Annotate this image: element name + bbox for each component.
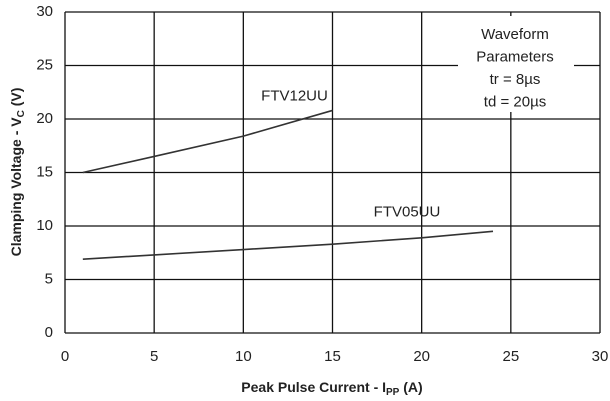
y-tick-label: 20 — [36, 110, 53, 127]
series-line — [82, 230, 494, 260]
y-label-main: Clamping Voltage - V — [8, 117, 24, 257]
y-label-unit: (V) — [8, 88, 24, 111]
y-tick-label: 25 — [36, 56, 53, 73]
y-tick-label: 5 — [45, 270, 53, 287]
x-tick-label: 15 — [324, 348, 341, 365]
x-label-unit: (A) — [399, 379, 422, 395]
y-tick-label: 30 — [36, 3, 53, 20]
series-label: FTV12UU — [261, 87, 328, 104]
annotation-text: td = 20µs — [484, 93, 546, 110]
x-tick-label: 20 — [413, 348, 430, 365]
y-tick-label: 0 — [45, 324, 53, 341]
annotation-text: tr = 8µs — [490, 71, 541, 88]
x-tick-label: 0 — [61, 348, 69, 365]
y-tick-label: 10 — [36, 217, 53, 234]
y-tick-label: 15 — [36, 163, 53, 180]
x-tick-label: 10 — [235, 348, 252, 365]
annotation-box — [458, 16, 574, 112]
annotation-text: Waveform — [481, 26, 549, 43]
x-tick-label: 30 — [592, 348, 609, 365]
x-label-main: Peak Pulse Current - I — [241, 379, 386, 395]
x-tick-label: 5 — [150, 348, 158, 365]
x-label-sub: PP — [386, 387, 400, 398]
y-label-sub: C — [16, 110, 27, 117]
y-axis-label: Clamping Voltage - VC (V) — [8, 88, 27, 257]
x-axis-label: Peak Pulse Current - IPP (A) — [241, 379, 422, 398]
series-line — [82, 109, 333, 174]
series-label: FTV05UU — [374, 203, 441, 220]
x-tick-label: 25 — [502, 348, 519, 365]
annotation-text: Parameters — [476, 48, 554, 65]
